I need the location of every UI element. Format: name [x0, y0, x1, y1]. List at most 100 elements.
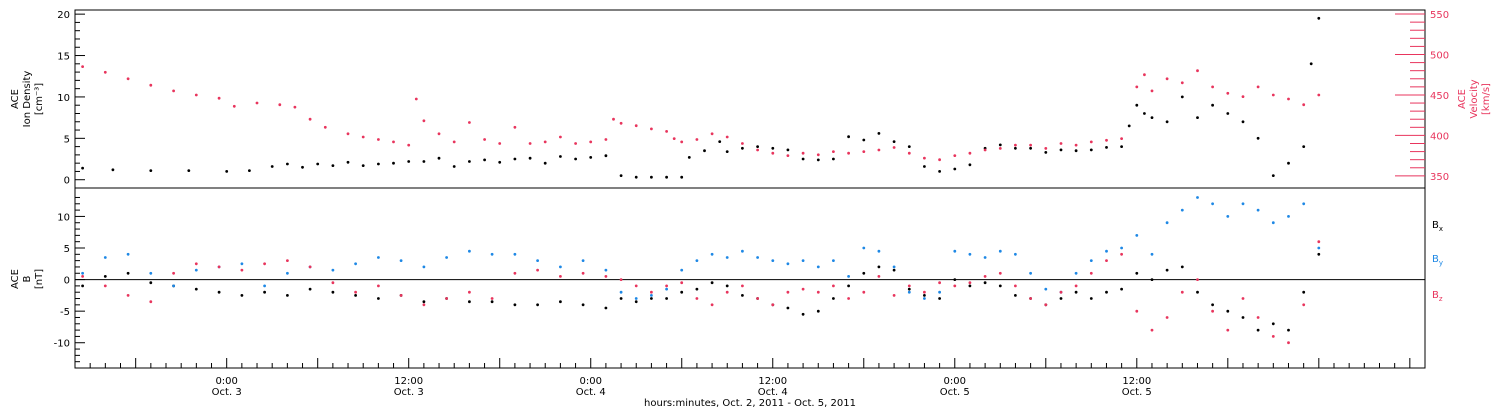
- data-point-bz: [816, 290, 820, 294]
- data-point-bz: [756, 297, 759, 300]
- data-point-by: [619, 290, 623, 294]
- data-point-density: [346, 160, 350, 164]
- data-point-velocity: [528, 142, 532, 145]
- data-point-density: [923, 165, 926, 168]
- data-point-velocity: [650, 127, 653, 131]
- data-point-velocity: [938, 158, 941, 162]
- data-point-density: [998, 143, 1002, 147]
- data-point-by: [1165, 221, 1169, 225]
- data-point-bx: [126, 271, 130, 275]
- bottom-ylabel-line: [nT]: [34, 269, 45, 289]
- data-point-by: [877, 249, 881, 253]
- data-point-velocity: [308, 117, 312, 121]
- data-point-bz: [308, 265, 312, 269]
- data-point-density: [1059, 148, 1063, 152]
- data-point-by: [983, 256, 987, 259]
- data-point-by: [892, 265, 896, 269]
- data-point-bx: [741, 294, 744, 297]
- legend-entry-x: Bx: [1432, 220, 1443, 233]
- data-point-velocity: [634, 124, 638, 128]
- data-point-by: [953, 249, 957, 253]
- data-point-velocity: [149, 83, 153, 87]
- data-point-bz: [968, 281, 972, 285]
- data-point-velocity: [589, 140, 593, 144]
- data-point-velocity: [377, 138, 380, 141]
- data-point-by: [354, 262, 357, 266]
- data-point-density: [862, 138, 866, 142]
- data-point-velocity: [771, 151, 775, 155]
- data-point-by: [1241, 202, 1245, 206]
- data-point-bz: [263, 262, 266, 266]
- data-point-bz: [422, 303, 426, 307]
- data-point-velocity: [346, 132, 350, 136]
- data-point-bz: [286, 259, 289, 262]
- data-point-velocity: [1241, 95, 1245, 98]
- data-point-by: [1302, 202, 1306, 206]
- data-point-density: [392, 161, 395, 165]
- data-point-bz: [741, 284, 744, 288]
- x-tick-date: Oct. 5: [940, 387, 970, 398]
- data-point-density: [1044, 151, 1048, 154]
- data-point-density: [1180, 95, 1184, 99]
- data-point-velocity: [907, 151, 911, 155]
- data-point-by: [240, 262, 244, 266]
- data-point-density: [1302, 145, 1306, 149]
- data-point-bx: [650, 297, 653, 300]
- data-point-velocity: [1105, 138, 1108, 142]
- data-point-velocity: [756, 148, 759, 152]
- data-point-by: [286, 271, 289, 275]
- data-point-by: [103, 256, 107, 259]
- data-point-bx: [354, 294, 357, 297]
- data-point-velocity: [1256, 85, 1260, 89]
- data-point-bz: [194, 262, 198, 266]
- data-point-by: [771, 259, 775, 262]
- data-point-bz: [1074, 284, 1078, 288]
- data-point-density: [619, 174, 623, 178]
- data-point-velocity: [293, 105, 297, 109]
- data-point-density: [801, 157, 805, 161]
- data-point-bx: [513, 303, 517, 307]
- data-point-by: [907, 290, 911, 294]
- data-point-by: [1317, 246, 1321, 250]
- top-left-tick-label: 0: [64, 176, 70, 187]
- data-point-density: [361, 164, 365, 168]
- data-point-density: [377, 162, 380, 166]
- data-point-bz: [786, 290, 790, 294]
- data-point-bz: [650, 290, 653, 294]
- data-point-bz: [1302, 303, 1306, 307]
- x-tick-time: 12:00: [1122, 376, 1151, 387]
- data-point-by: [1256, 208, 1260, 212]
- data-point-density: [1271, 174, 1275, 178]
- bottom-tick-label: 0: [64, 276, 70, 287]
- data-point-density: [270, 165, 274, 168]
- data-point-bz: [81, 275, 84, 278]
- data-point-velocity: [710, 132, 714, 136]
- data-point-by: [513, 252, 517, 256]
- data-point-velocity: [1143, 73, 1146, 77]
- data-point-density: [703, 149, 706, 153]
- data-point-density: [680, 175, 684, 179]
- data-point-density: [248, 169, 251, 173]
- data-point-bx: [559, 300, 562, 304]
- data-point-bz: [240, 268, 244, 272]
- data-point-bz: [877, 275, 881, 278]
- data-point-by: [938, 290, 941, 294]
- data-point-bx: [1074, 290, 1078, 294]
- data-point-bz: [445, 297, 448, 300]
- data-point-bx: [377, 297, 380, 300]
- data-point-bz: [953, 284, 957, 288]
- data-point-density: [498, 160, 502, 164]
- top-right-tick-label: 500: [1430, 51, 1449, 62]
- data-point-velocity: [422, 119, 426, 123]
- data-point-by: [81, 271, 84, 275]
- data-point-by: [172, 284, 176, 288]
- data-point-velocity: [543, 140, 547, 144]
- data-point-bx: [953, 278, 957, 281]
- legend-entry-z: Bz: [1432, 290, 1443, 303]
- data-point-by: [331, 268, 335, 272]
- data-point-bx: [923, 294, 926, 297]
- data-point-density: [1150, 116, 1154, 119]
- data-point-bz: [801, 287, 805, 291]
- data-point-velocity: [217, 96, 221, 100]
- data-point-bz: [1059, 290, 1063, 294]
